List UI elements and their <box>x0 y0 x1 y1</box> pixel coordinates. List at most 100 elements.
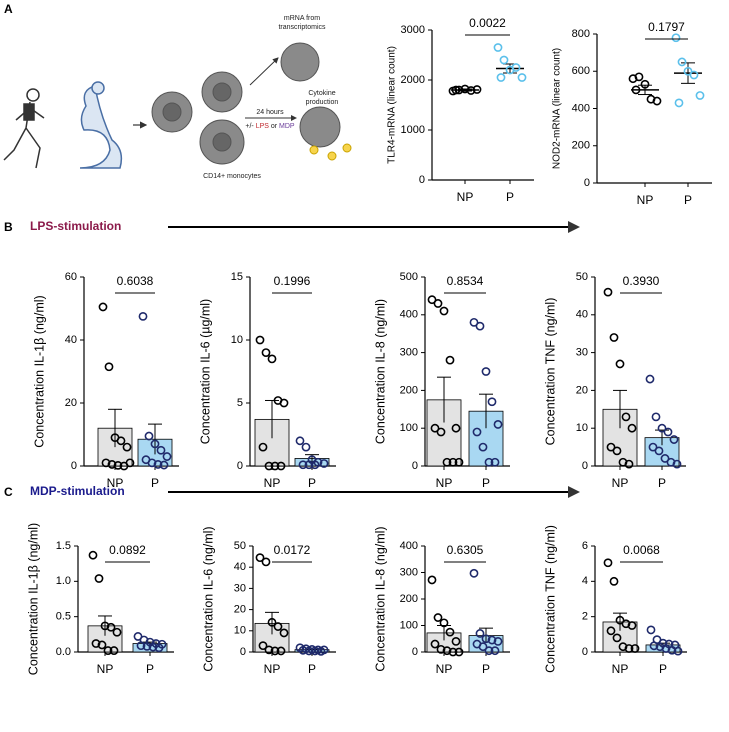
illustration-label: transcriptomics <box>278 24 326 31</box>
x-tick-label: P <box>506 190 514 204</box>
y-tick-label: 2 <box>582 611 588 623</box>
p-value: 0.0892 <box>109 543 146 557</box>
data-point <box>430 639 440 649</box>
data-point <box>645 374 655 384</box>
data-point <box>445 627 455 637</box>
y-tick-label: 4 <box>582 575 588 587</box>
data-point <box>448 647 458 657</box>
data-point <box>319 459 329 468</box>
data-point <box>436 427 446 437</box>
data-point <box>627 423 637 433</box>
x-tick-label: NP <box>612 662 629 676</box>
data-point <box>627 621 637 630</box>
y-tick-label: 500 <box>400 271 418 283</box>
p-value: 0.6305 <box>447 543 484 557</box>
data-point <box>478 442 488 452</box>
illustration-label: mRNA from <box>284 15 320 22</box>
p-value: 0.0068 <box>623 543 660 557</box>
y-tick-label: 800 <box>572 28 590 40</box>
y-tick-label: 0.0 <box>56 646 71 658</box>
data-point <box>672 459 682 469</box>
text-part: +/- <box>245 123 255 130</box>
data-point <box>689 70 699 80</box>
data-point <box>481 634 491 644</box>
y-tick-label: 20 <box>576 384 588 396</box>
y-tick-label: 3000 <box>401 24 425 36</box>
x-tick-label: NP <box>637 193 654 207</box>
data-point <box>427 575 437 585</box>
y-tick-label: 20 <box>65 397 77 409</box>
data-point <box>255 335 265 345</box>
y-tick-label: 0 <box>412 646 418 658</box>
p-value: 0.1996 <box>274 274 311 288</box>
arrow <box>249 57 279 86</box>
x-tick-label: P <box>482 662 490 676</box>
data-point <box>310 460 320 470</box>
data-point <box>660 454 670 463</box>
data-point <box>466 86 476 95</box>
illustration-label: production <box>306 99 339 106</box>
y-axis-label: Concentration TNF (ng/ml) <box>543 298 557 446</box>
y-tick-label: 0 <box>419 174 425 186</box>
illustration: CD14+ monocytes 24 hours +/- LPS or MDP … <box>3 15 352 180</box>
data-point <box>609 576 619 586</box>
data-point <box>490 646 500 656</box>
y-tick-label: 0 <box>584 177 590 189</box>
data-point <box>484 646 494 656</box>
text-part: MDP <box>279 123 295 130</box>
data-point <box>442 646 452 656</box>
y-tick-label: 15 <box>231 271 243 283</box>
data-point <box>683 66 693 76</box>
data-point <box>156 445 166 455</box>
data-point <box>113 460 123 470</box>
data-point <box>136 641 146 651</box>
y-axis-label: TLR4-mRNA (linear count) <box>387 46 398 164</box>
runner <box>3 88 45 169</box>
data-point <box>472 85 482 94</box>
illustration-label: 24 hours <box>256 109 284 116</box>
y-tick-label: 100 <box>400 422 418 434</box>
p-value: 0.0172 <box>274 543 311 557</box>
panel-label: B <box>4 220 13 234</box>
data-point <box>279 398 289 408</box>
y-axis-label: Concentration IL-1β (ng/ml) <box>32 295 46 447</box>
text-part: or <box>269 123 279 130</box>
data-point <box>427 295 437 305</box>
data-point <box>451 85 461 95</box>
y-tick-label: 0 <box>71 460 77 472</box>
x-tick-label: NP <box>612 476 629 490</box>
x-tick-label: P <box>308 476 316 490</box>
data-point <box>511 63 521 72</box>
y-tick-label: 40 <box>65 334 77 346</box>
y-tick-label: 5 <box>237 397 243 409</box>
data-point <box>475 321 485 331</box>
y-axis-label: Concentration IL-6 (µg/ml) <box>198 299 212 444</box>
data-point <box>669 435 679 444</box>
x-tick-label: P <box>308 662 316 676</box>
data-point <box>442 457 452 467</box>
data-point <box>316 646 326 656</box>
data-point <box>606 626 616 636</box>
y-axis-label: Concentration IL-8 (ng/ml) <box>373 526 387 671</box>
cytokines <box>309 143 352 161</box>
y-tick-label: 30 <box>576 347 588 359</box>
data-point <box>609 333 619 342</box>
y-tick-label: 30 <box>234 582 246 594</box>
data-point <box>646 625 656 635</box>
y-tick-label: 40 <box>576 309 588 321</box>
data-point <box>436 644 446 654</box>
data-point <box>144 431 154 441</box>
monocytes <box>151 71 245 165</box>
y-axis-label: Concentration IL-6 (ng/ml) <box>201 526 215 671</box>
data-point <box>255 553 265 563</box>
data-point <box>279 628 289 638</box>
data-point <box>631 85 641 95</box>
data-point <box>630 644 640 653</box>
data-point <box>298 645 308 655</box>
data-point <box>276 461 286 471</box>
data-point <box>304 646 314 656</box>
data-point <box>106 622 116 632</box>
x-tick-label: P <box>482 476 490 490</box>
y-tick-label: 0 <box>582 460 588 472</box>
